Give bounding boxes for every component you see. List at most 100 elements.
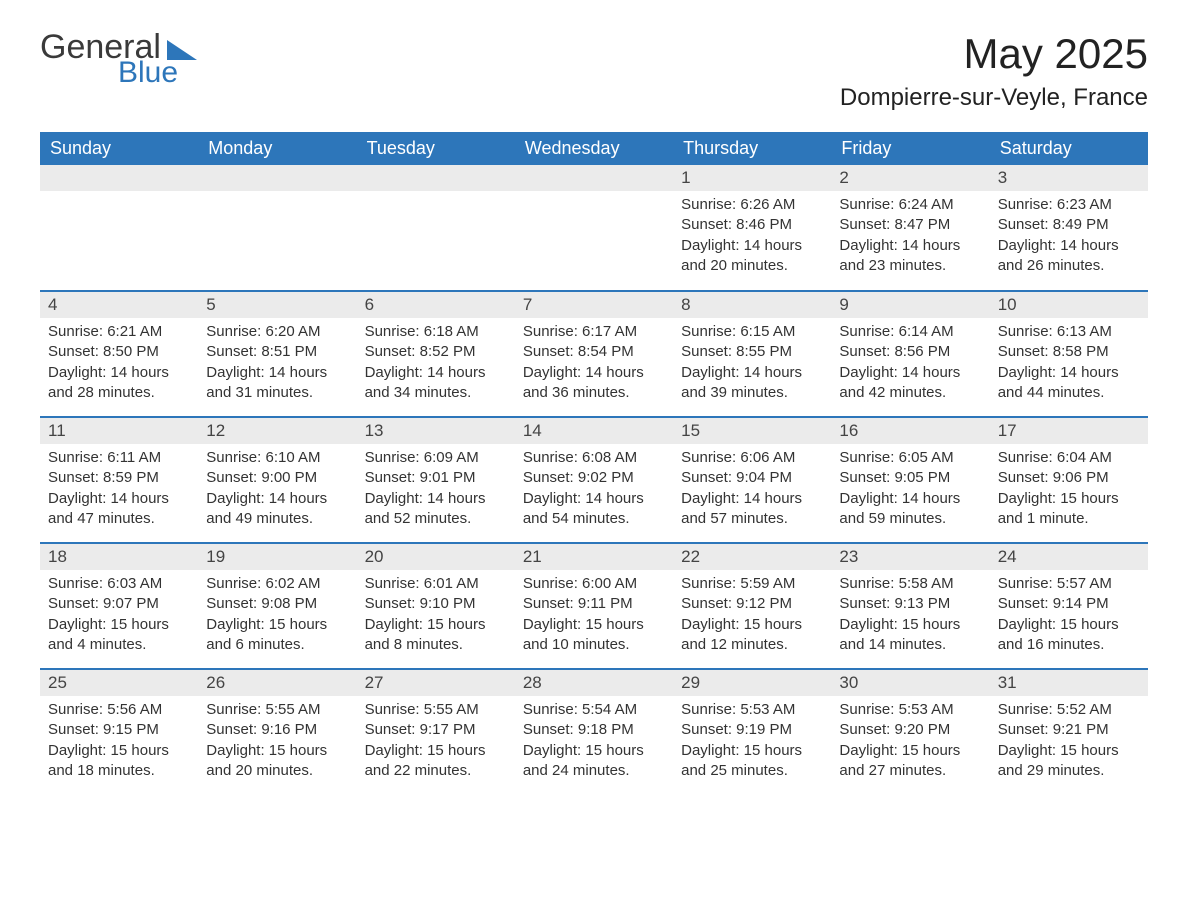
weekday-header: Friday <box>831 132 989 165</box>
day-details: Sunrise: 5:57 AMSunset: 9:14 PMDaylight:… <box>990 570 1148 665</box>
calendar-day-cell: 20Sunrise: 6:01 AMSunset: 9:10 PMDayligh… <box>357 543 515 669</box>
sunset-line: Sunset: 9:15 PM <box>48 720 190 740</box>
calendar-day-cell: 25Sunrise: 5:56 AMSunset: 9:15 PMDayligh… <box>40 669 198 795</box>
day-details: Sunrise: 5:52 AMSunset: 9:21 PMDaylight:… <box>990 696 1148 791</box>
weekday-header: Monday <box>198 132 356 165</box>
calendar-day-cell: 27Sunrise: 5:55 AMSunset: 9:17 PMDayligh… <box>357 669 515 795</box>
day-details: Sunrise: 6:26 AMSunset: 8:46 PMDaylight:… <box>673 191 831 286</box>
sunset-line: Sunset: 9:18 PM <box>523 720 665 740</box>
weekday-header: Tuesday <box>357 132 515 165</box>
sunrise-line: Sunrise: 6:13 AM <box>998 322 1140 342</box>
day-number: 9 <box>831 292 989 318</box>
sunrise-line: Sunrise: 5:59 AM <box>681 574 823 594</box>
calendar-week-row: 11Sunrise: 6:11 AMSunset: 8:59 PMDayligh… <box>40 417 1148 543</box>
sunset-line: Sunset: 8:59 PM <box>48 468 190 488</box>
day-number: 23 <box>831 544 989 570</box>
day-details: Sunrise: 6:06 AMSunset: 9:04 PMDaylight:… <box>673 444 831 539</box>
sunset-line: Sunset: 8:55 PM <box>681 342 823 362</box>
day-number: 29 <box>673 670 831 696</box>
daylight-line: Daylight: 14 hours and 49 minutes. <box>206 489 348 530</box>
day-details: Sunrise: 6:08 AMSunset: 9:02 PMDaylight:… <box>515 444 673 539</box>
sunrise-line: Sunrise: 6:04 AM <box>998 448 1140 468</box>
day-details: Sunrise: 6:02 AMSunset: 9:08 PMDaylight:… <box>198 570 356 665</box>
sunset-line: Sunset: 9:20 PM <box>839 720 981 740</box>
sunset-line: Sunset: 8:58 PM <box>998 342 1140 362</box>
daylight-line: Daylight: 15 hours and 14 minutes. <box>839 615 981 656</box>
sunset-line: Sunset: 9:08 PM <box>206 594 348 614</box>
calendar-table: Sunday Monday Tuesday Wednesday Thursday… <box>40 132 1148 795</box>
day-details: Sunrise: 6:11 AMSunset: 8:59 PMDaylight:… <box>40 444 198 539</box>
day-details: Sunrise: 6:15 AMSunset: 8:55 PMDaylight:… <box>673 318 831 413</box>
sunset-line: Sunset: 8:54 PM <box>523 342 665 362</box>
calendar-day-cell: 1Sunrise: 6:26 AMSunset: 8:46 PMDaylight… <box>673 165 831 291</box>
page-header: General Blue May 2025 Dompierre-sur-Veyl… <box>40 30 1148 112</box>
sunset-line: Sunset: 9:19 PM <box>681 720 823 740</box>
day-details: Sunrise: 6:21 AMSunset: 8:50 PMDaylight:… <box>40 318 198 413</box>
daylight-line: Daylight: 15 hours and 24 minutes. <box>523 741 665 782</box>
calendar-day-cell: 10Sunrise: 6:13 AMSunset: 8:58 PMDayligh… <box>990 291 1148 417</box>
sunrise-line: Sunrise: 6:03 AM <box>48 574 190 594</box>
sunset-line: Sunset: 8:56 PM <box>839 342 981 362</box>
day-details: Sunrise: 5:55 AMSunset: 9:17 PMDaylight:… <box>357 696 515 791</box>
logo-text-blue: Blue <box>118 58 197 88</box>
calendar-day-cell: 5Sunrise: 6:20 AMSunset: 8:51 PMDaylight… <box>198 291 356 417</box>
sunset-line: Sunset: 8:52 PM <box>365 342 507 362</box>
calendar-day-cell: 26Sunrise: 5:55 AMSunset: 9:16 PMDayligh… <box>198 669 356 795</box>
day-number: 30 <box>831 670 989 696</box>
daylight-line: Daylight: 14 hours and 31 minutes. <box>206 363 348 404</box>
sunset-line: Sunset: 8:46 PM <box>681 215 823 235</box>
sunset-line: Sunset: 9:11 PM <box>523 594 665 614</box>
day-details: Sunrise: 6:14 AMSunset: 8:56 PMDaylight:… <box>831 318 989 413</box>
calendar-day-cell: 15Sunrise: 6:06 AMSunset: 9:04 PMDayligh… <box>673 417 831 543</box>
day-number: 14 <box>515 418 673 444</box>
day-details: Sunrise: 6:04 AMSunset: 9:06 PMDaylight:… <box>990 444 1148 539</box>
sunrise-line: Sunrise: 6:21 AM <box>48 322 190 342</box>
daylight-line: Daylight: 14 hours and 36 minutes. <box>523 363 665 404</box>
daylight-line: Daylight: 14 hours and 44 minutes. <box>998 363 1140 404</box>
sunrise-line: Sunrise: 6:11 AM <box>48 448 190 468</box>
sunrise-line: Sunrise: 5:54 AM <box>523 700 665 720</box>
day-number: 27 <box>357 670 515 696</box>
daylight-line: Daylight: 14 hours and 57 minutes. <box>681 489 823 530</box>
weekday-header-row: Sunday Monday Tuesday Wednesday Thursday… <box>40 132 1148 165</box>
day-number <box>515 165 673 191</box>
day-number: 17 <box>990 418 1148 444</box>
daylight-line: Daylight: 15 hours and 12 minutes. <box>681 615 823 656</box>
sunset-line: Sunset: 8:49 PM <box>998 215 1140 235</box>
sunrise-line: Sunrise: 6:20 AM <box>206 322 348 342</box>
sunrise-line: Sunrise: 6:18 AM <box>365 322 507 342</box>
sunset-line: Sunset: 9:04 PM <box>681 468 823 488</box>
sunrise-line: Sunrise: 6:26 AM <box>681 195 823 215</box>
day-number: 25 <box>40 670 198 696</box>
sunrise-line: Sunrise: 6:00 AM <box>523 574 665 594</box>
calendar-week-row: 4Sunrise: 6:21 AMSunset: 8:50 PMDaylight… <box>40 291 1148 417</box>
sunset-line: Sunset: 9:06 PM <box>998 468 1140 488</box>
calendar-body: 1Sunrise: 6:26 AMSunset: 8:46 PMDaylight… <box>40 165 1148 795</box>
day-details: Sunrise: 6:05 AMSunset: 9:05 PMDaylight:… <box>831 444 989 539</box>
sunset-line: Sunset: 9:07 PM <box>48 594 190 614</box>
daylight-line: Daylight: 15 hours and 18 minutes. <box>48 741 190 782</box>
sunset-line: Sunset: 9:12 PM <box>681 594 823 614</box>
day-details: Sunrise: 6:24 AMSunset: 8:47 PMDaylight:… <box>831 191 989 286</box>
sunrise-line: Sunrise: 5:57 AM <box>998 574 1140 594</box>
logo-triangle-icon <box>167 40 197 60</box>
daylight-line: Daylight: 14 hours and 20 minutes. <box>681 236 823 277</box>
calendar-day-cell: 18Sunrise: 6:03 AMSunset: 9:07 PMDayligh… <box>40 543 198 669</box>
calendar-day-cell: 12Sunrise: 6:10 AMSunset: 9:00 PMDayligh… <box>198 417 356 543</box>
calendar-day-cell: 4Sunrise: 6:21 AMSunset: 8:50 PMDaylight… <box>40 291 198 417</box>
sunset-line: Sunset: 9:10 PM <box>365 594 507 614</box>
sunset-line: Sunset: 9:01 PM <box>365 468 507 488</box>
day-number: 8 <box>673 292 831 318</box>
day-details: Sunrise: 5:58 AMSunset: 9:13 PMDaylight:… <box>831 570 989 665</box>
calendar-day-cell: 30Sunrise: 5:53 AMSunset: 9:20 PMDayligh… <box>831 669 989 795</box>
day-number: 12 <box>198 418 356 444</box>
calendar-day-cell: 8Sunrise: 6:15 AMSunset: 8:55 PMDaylight… <box>673 291 831 417</box>
day-details: Sunrise: 5:54 AMSunset: 9:18 PMDaylight:… <box>515 696 673 791</box>
sunrise-line: Sunrise: 6:09 AM <box>365 448 507 468</box>
daylight-line: Daylight: 15 hours and 25 minutes. <box>681 741 823 782</box>
daylight-line: Daylight: 15 hours and 27 minutes. <box>839 741 981 782</box>
calendar-day-cell: 14Sunrise: 6:08 AMSunset: 9:02 PMDayligh… <box>515 417 673 543</box>
sunrise-line: Sunrise: 5:53 AM <box>681 700 823 720</box>
day-number: 24 <box>990 544 1148 570</box>
daylight-line: Daylight: 15 hours and 10 minutes. <box>523 615 665 656</box>
